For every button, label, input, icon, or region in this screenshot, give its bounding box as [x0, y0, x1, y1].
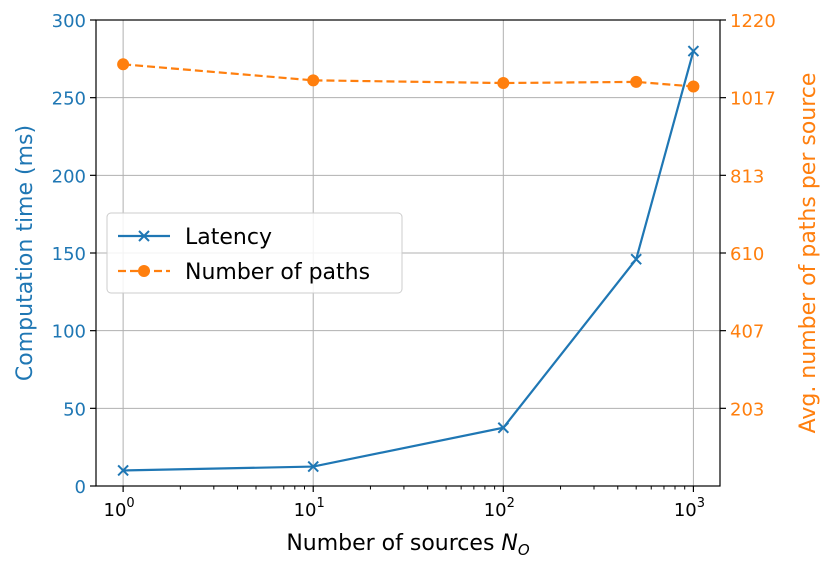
legend: Latency Number of paths	[106, 212, 403, 294]
x-axis-label: Number of sources NO	[286, 531, 530, 559]
x-axis-label-text: Number of sources	[286, 531, 501, 556]
left-axis-label: Computation time (ms)	[13, 125, 38, 381]
x-tick-label: 100	[104, 496, 135, 521]
series-line-number-of-paths	[123, 63, 694, 88]
legend-label-latency: Latency	[185, 225, 272, 250]
left-tick-label: 0	[75, 477, 86, 498]
data-point-number-of-paths	[307, 74, 320, 87]
x-tick-label: 103	[674, 496, 705, 521]
legend-marker-latency	[138, 230, 150, 242]
data-point-latency	[117, 464, 129, 477]
right-tick-label: 203	[730, 399, 764, 420]
data-point-latency	[630, 253, 642, 265]
left-tick-label: 200	[52, 166, 86, 187]
left-tick-label: 100	[52, 322, 86, 343]
legend-entry-latency: Latency	[118, 225, 272, 250]
legend-entry-paths: Number of paths	[118, 260, 370, 285]
series-layer	[117, 45, 700, 477]
right-axis-label: Avg. number of paths per source	[796, 73, 821, 434]
left-tick-label: 50	[63, 399, 86, 420]
data-point-number-of-paths	[497, 77, 510, 90]
x-axis-label-subscript: O	[518, 541, 530, 559]
right-tick-label: 813	[730, 166, 764, 187]
axes: 0 50 100 150 200 250 300 203 407 610 813 1017 1220 10…	[52, 11, 776, 521]
data-point-number-of-paths	[117, 58, 130, 71]
right-tick-label: 407	[730, 322, 764, 343]
left-tick-label: 300	[52, 11, 86, 32]
data-point-number-of-paths	[630, 75, 643, 88]
data-point-latency	[497, 422, 510, 434]
right-tick-label: 610	[730, 244, 764, 265]
legend-label-paths: Number of paths	[185, 260, 370, 285]
left-tick-label: 250	[52, 89, 86, 110]
x-tick-label: 101	[294, 496, 325, 521]
legend-frame	[106, 212, 403, 294]
x-tick-label: 102	[484, 496, 515, 521]
right-tick-label: 1017	[730, 89, 776, 110]
legend-marker-paths	[138, 265, 150, 277]
data-point-latency	[307, 460, 319, 473]
left-tick-label: 150	[52, 244, 86, 265]
right-tick-label: 1220	[730, 11, 776, 32]
data-point-number-of-paths	[687, 80, 700, 93]
data-point-latency	[687, 45, 700, 57]
x-axis-label-symbol: N	[501, 531, 517, 556]
